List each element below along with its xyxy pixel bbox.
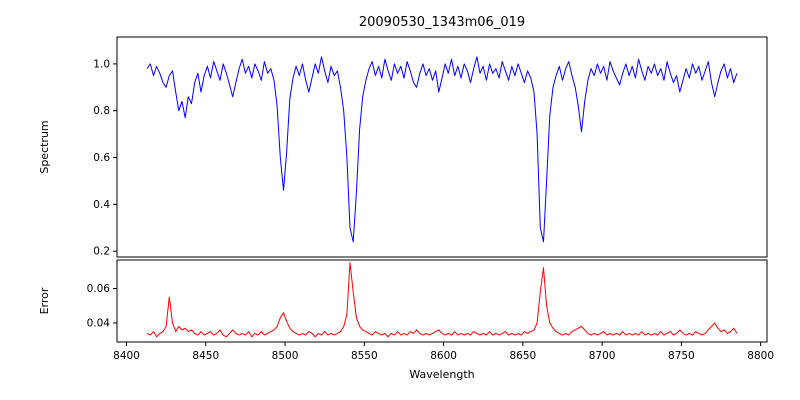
plot-area: 0.2 0.4 0.6 0.8 1.0 0.04 0.06 8400 8450 8500 8550 8… [87,36,774,362]
x-tick-label: 8550 [351,350,378,362]
x-tick-label: 8750 [668,350,695,362]
x-tick-label: 8650 [509,350,536,362]
panel-frame [116,259,768,343]
chart-title: 20090530_1343m06_019 [359,15,525,30]
panel-frame [116,36,768,258]
y-axis-label-error: Error [38,287,51,314]
y-tick-label: 1.0 [93,58,110,70]
spectrum-line [146,56,738,243]
y-tick-label: 0.6 [93,152,110,164]
x-tick-label: 8450 [192,350,219,362]
y-tick-label: 0.4 [93,199,110,211]
y-axis-label-spectrum: Spectrum [38,120,51,173]
y-tick-label: 0.8 [93,105,110,117]
y-tick-label: 0.2 [93,246,110,258]
x-tick-label: 8500 [272,350,299,362]
y-tick-label: 0.06 [87,283,111,295]
x-axis-label: Wavelength [409,368,474,381]
y-tick-label: 0.04 [87,318,111,330]
x-tick-label: 8400 [113,350,140,362]
x-tick-label: 8800 [747,350,774,362]
error-line [146,262,738,338]
x-tick-label: 8600 [430,350,457,362]
x-tick-label: 8700 [589,350,616,362]
